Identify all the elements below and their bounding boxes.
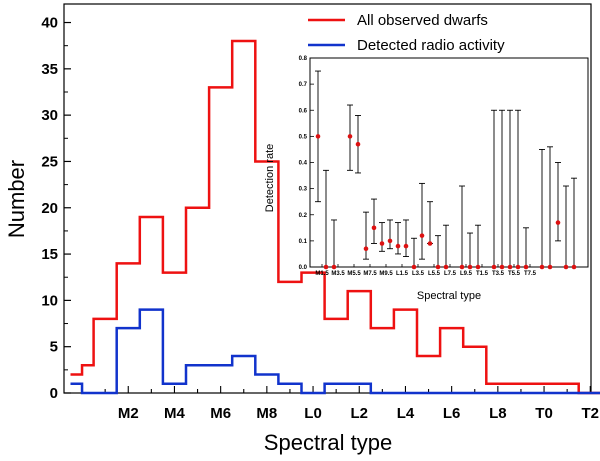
inset-y-tick-label: 0.8 (299, 56, 308, 62)
inset-rate-point (555, 220, 561, 225)
main-y-tick-label: 20 (41, 200, 58, 217)
inset-rate-point (443, 264, 449, 270)
main-series-group (70, 39, 600, 395)
main-y-tick-label: 0 (50, 385, 58, 402)
main-x-tick-label: L2 (350, 405, 368, 422)
inset-rate-point (411, 264, 417, 270)
inset-rate-point (387, 238, 393, 244)
inset-y-tick-label: 0.7 (299, 82, 308, 88)
main-y-tick-label: 10 (41, 292, 58, 309)
main-plot-frame (63, 3, 592, 394)
main-axis-ticks: 0510152025303540M2M4M6M8L0L2L4L6L8T0T2T4… (41, 15, 599, 422)
inset-rate-point (395, 243, 401, 249)
inset-rate-point (323, 264, 329, 270)
inset-y-tick-label: 0.4 (299, 161, 308, 167)
main-x-tick-label: M6 (210, 405, 231, 422)
inset-rate-point (515, 264, 521, 270)
main-x-tick-label: M4 (164, 405, 185, 422)
inset-x-tick-label: T3.5 (492, 271, 505, 277)
main-y-tick-label: 30 (41, 107, 58, 124)
inset-rate-point (427, 241, 433, 246)
main-y-axis-title: Number (4, 160, 29, 238)
main-x-tick-label: L8 (489, 405, 507, 422)
inset-rate-point (571, 264, 577, 270)
inset-x-tick-label: L5.5 (428, 271, 441, 277)
inset-y-axis-title: Detection rate (264, 144, 276, 212)
inset-rate-point (539, 264, 545, 270)
inset-rate-point (547, 264, 553, 270)
main-x-tick-label: M2 (118, 405, 139, 422)
main-y-tick-label: 5 (50, 339, 58, 356)
main-x-tick-label: M8 (256, 405, 277, 422)
main-y-tick-label: 15 (41, 246, 58, 263)
inset-y-tick-label: 0.3 (299, 187, 308, 193)
inset-x-tick-label: M3.5 (331, 271, 345, 277)
inset-x-tick-label: T7.5 (524, 271, 537, 277)
inset-x-tick-label: L3.5 (412, 271, 425, 277)
inset-rate-point (435, 264, 441, 270)
inset-axis-ticks: 0.00.10.20.30.40.50.60.70.8M1.5 M3.5 M5.5 M… (299, 56, 537, 277)
inset-rate-point (379, 241, 385, 246)
main-y-tick-label: 25 (41, 153, 58, 170)
inset-rate-point (491, 264, 497, 270)
main-y-tick-label: 35 (41, 61, 58, 78)
inset-rate-point (523, 264, 529, 270)
inset-rate-point (419, 233, 425, 238)
inset-x-tick-label: L7.5 (444, 271, 457, 277)
legend-label-detected-radio: Detected radio activity (357, 37, 505, 54)
inset-rate-point (403, 243, 409, 249)
main-x-tick-label: L4 (397, 405, 415, 422)
inset-x-tick-label: L9.5 (460, 271, 473, 277)
inset-y-tick-label: 0.5 (299, 134, 308, 140)
inset-plot: 0.00.10.20.30.40.50.60.70.8M1.5 M3.5 M5.5 M… (264, 56, 589, 302)
inset-y-tick-label: 0.2 (299, 213, 308, 219)
inset-rate-point (475, 264, 481, 270)
inset-points-group (315, 70, 577, 270)
inset-x-tick-label: M1.5 (315, 271, 329, 277)
inset-y-tick-label: 0.0 (299, 265, 308, 271)
inset-rate-point (355, 141, 361, 147)
inset-rate-point (499, 264, 505, 270)
inset-rate-point (331, 264, 337, 270)
inset-x-tick-label: L1.5 (396, 271, 409, 277)
main-x-tick-label: T0 (535, 405, 553, 422)
inset-rate-point (347, 134, 353, 139)
main-series-line-0 (70, 39, 600, 395)
inset-x-tick-label: T1.5 (476, 271, 489, 277)
inset-x-tick-label: T5.5 (508, 271, 521, 277)
inset-x-tick-label: M9.5 (379, 271, 393, 277)
main-x-axis-title: Spectral type (264, 430, 392, 455)
inset-y-tick-label: 0.6 (299, 108, 308, 114)
inset-plot-frame (309, 57, 589, 268)
inset-y-tick-label: 0.1 (299, 239, 308, 245)
inset-rate-point (467, 264, 473, 270)
inset-x-axis-title: Spectral type (417, 290, 481, 302)
main-x-tick-label: L0 (304, 405, 322, 422)
legend-label-all-observed: All observed dwarfs (357, 12, 488, 29)
inset-rate-point (563, 264, 569, 270)
legend: All observed dwarfs Detected radio activ… (308, 12, 505, 54)
inset-x-tick-label: M7.5 (363, 271, 377, 277)
inset-rate-point (507, 264, 513, 270)
main-x-tick-label: T2 (581, 405, 599, 422)
inset-x-tick-label: M5.5 (347, 271, 361, 277)
inset-rate-point (315, 134, 321, 139)
main-y-tick-label: 40 (41, 15, 58, 32)
main-x-tick-label: L6 (443, 405, 461, 422)
inset-rate-point (363, 246, 369, 252)
main-series-line-1 (70, 308, 600, 395)
inset-rate-point (371, 225, 377, 231)
inset-rate-point (459, 264, 465, 270)
